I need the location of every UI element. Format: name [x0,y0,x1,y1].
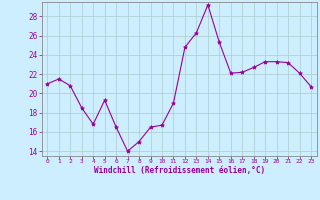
X-axis label: Windchill (Refroidissement éolien,°C): Windchill (Refroidissement éolien,°C) [94,166,265,175]
